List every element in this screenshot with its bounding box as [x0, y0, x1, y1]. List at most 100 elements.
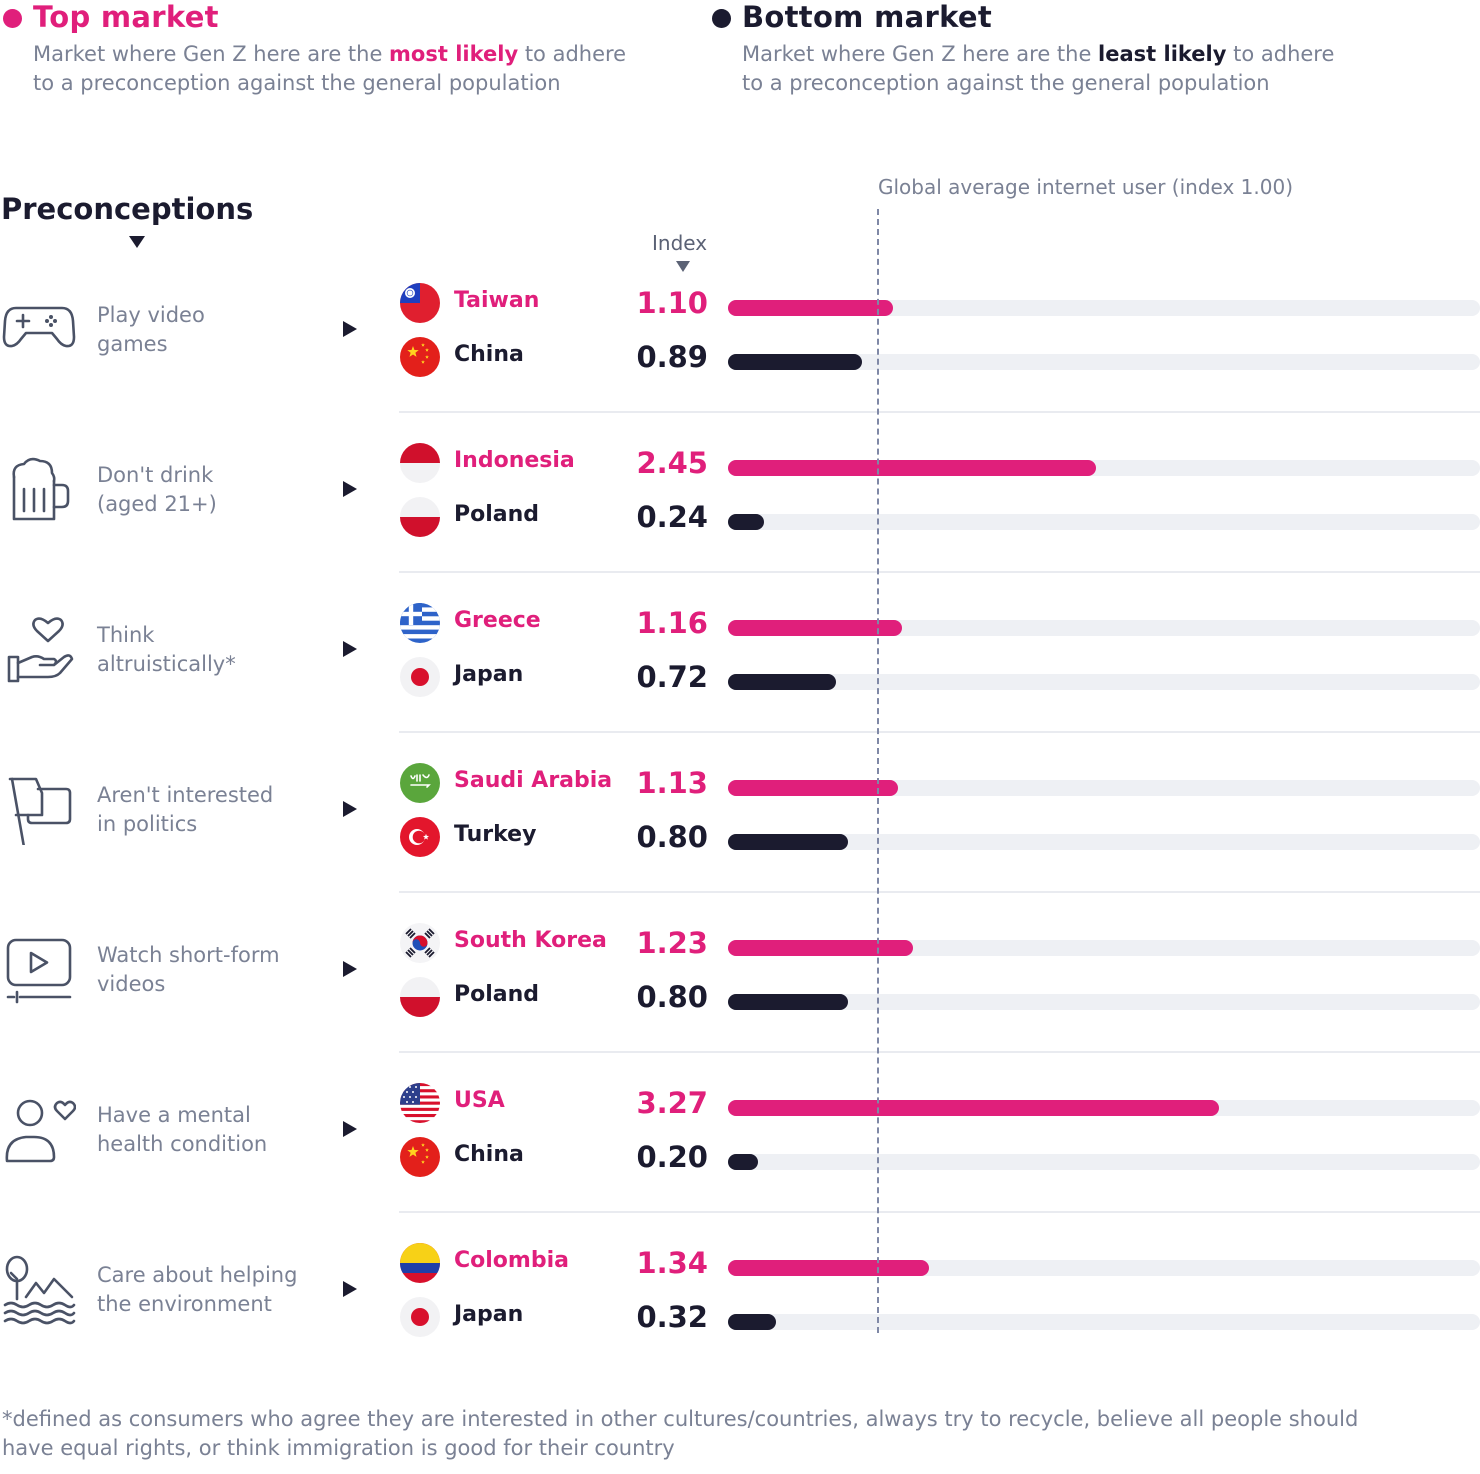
preconception-label: Watch short-form videos	[97, 941, 280, 999]
top-market-value: 3.27	[636, 1086, 708, 1120]
flag-icon	[2, 771, 76, 849]
top-market-country: Greece	[454, 608, 541, 633]
bottom-market-value: 0.80	[636, 820, 708, 854]
row-separator	[399, 1051, 1480, 1053]
taiwan-flag-icon	[400, 283, 440, 323]
row-arrow-icon	[343, 1121, 357, 1137]
preconception-label: Think altruistically*	[97, 621, 236, 679]
preconception-label-line: the environment	[97, 1292, 272, 1316]
bottom-market-bar	[728, 1314, 776, 1330]
turkey-flag-icon	[400, 817, 440, 857]
top-market-value: 1.34	[636, 1246, 708, 1280]
bottom-market-value: 0.24	[636, 500, 708, 534]
preconception-label-line: games	[97, 332, 168, 356]
bar-track	[728, 940, 1480, 956]
bar-track	[728, 674, 1480, 690]
top-market-bar	[728, 620, 902, 636]
top-market-title: Top market	[33, 0, 219, 34]
bar-track	[728, 620, 1480, 636]
bottom-market-value: 0.20	[636, 1140, 708, 1174]
bar-track	[728, 514, 1480, 530]
japan-flag-icon	[400, 657, 440, 697]
person-heart-icon	[2, 1091, 77, 1165]
bottom-market-dot	[712, 9, 731, 28]
preconception-label-line: Care about helping	[97, 1263, 298, 1287]
preconception-label: Have a mental health condition	[97, 1101, 267, 1159]
indonesia-flag-icon	[400, 443, 440, 483]
bottom-market-bar	[728, 514, 764, 530]
row-arrow-icon	[343, 961, 357, 977]
top-market-value: 1.13	[636, 766, 708, 800]
bottom-market-country: Japan	[454, 1302, 524, 1327]
row-arrow-icon	[343, 801, 357, 817]
footnote-line-1: *defined as consumers who agree they are…	[2, 1407, 1359, 1431]
bar-track	[728, 300, 1480, 316]
bottom-market-value: 0.80	[636, 980, 708, 1014]
row-separator	[399, 1211, 1480, 1213]
index-arrow-icon	[676, 261, 690, 272]
preconception-label: Don't drink (aged 21+)	[97, 461, 217, 519]
south-korea-flag-icon	[400, 923, 440, 963]
top-market-country: Taiwan	[454, 288, 540, 313]
china-flag-icon	[400, 1137, 440, 1177]
row-arrow-icon	[343, 321, 357, 337]
preconception-label-line: Have a mental	[97, 1103, 251, 1127]
bar-track	[728, 994, 1480, 1010]
preconception-label-line: Think	[97, 623, 155, 647]
top-market-country: South Korea	[454, 928, 607, 953]
top-market-country: Colombia	[454, 1248, 569, 1273]
top-market-value: 1.10	[636, 286, 708, 320]
beer-mug-icon	[2, 451, 76, 525]
footnote-line-2: have equal rights, or think immigration …	[2, 1436, 675, 1460]
section-title: Preconceptions	[1, 192, 254, 226]
top-market-bar	[728, 780, 898, 796]
bottom-market-title: Bottom market	[742, 0, 993, 34]
top-market-value: 1.23	[636, 926, 708, 960]
preconception-label-line: Don't drink	[97, 463, 214, 487]
nature-landscape-icon	[2, 1251, 76, 1325]
greece-flag-icon	[400, 603, 440, 643]
top-market-bar	[728, 460, 1096, 476]
row-arrow-icon	[343, 641, 357, 657]
bottom-market-country: Poland	[454, 982, 540, 1007]
preconception-label-line: (aged 21+)	[97, 492, 217, 516]
bottom-market-description: Market where Gen Z here are the least li…	[742, 42, 1335, 95]
top-market-value: 2.45	[636, 446, 708, 480]
preconception-label-line: health condition	[97, 1132, 268, 1156]
saudi-arabia-flag-icon	[400, 763, 440, 803]
top-market-bar	[728, 1100, 1219, 1116]
bar-track	[728, 354, 1480, 370]
row-separator	[399, 571, 1480, 573]
section-title-arrow-icon	[129, 236, 145, 248]
preconception-label: Aren't interested in politics	[97, 781, 273, 839]
preconception-label-line: videos	[97, 972, 166, 996]
row-arrow-icon	[343, 1281, 357, 1297]
bottom-market-country: China	[454, 1142, 524, 1167]
japan-flag-icon	[400, 1297, 440, 1337]
preconception-label: Play video games	[97, 301, 205, 359]
bottom-market-value: 0.32	[636, 1300, 708, 1334]
index-label: Index	[652, 231, 708, 255]
bar-track	[728, 1314, 1480, 1330]
top-market-country: Saudi Arabia	[454, 768, 613, 793]
preconception-label-line: Aren't interested	[97, 783, 274, 807]
bottom-market-country: Japan	[454, 662, 524, 687]
bar-track	[728, 1154, 1480, 1170]
preconception-label-line: Watch short-form	[97, 943, 280, 967]
gamepad-icon	[2, 291, 76, 365]
top-market-bar	[728, 940, 913, 956]
bottom-market-value: 0.72	[636, 660, 708, 694]
row-arrow-icon	[343, 481, 357, 497]
bottom-market-bar	[728, 834, 848, 850]
preconception-label-line: altruistically*	[97, 652, 236, 676]
row-separator	[399, 411, 1480, 413]
colombia-flag-icon	[400, 1243, 440, 1283]
top-market-country: Indonesia	[454, 448, 575, 473]
preconception-label-line: Play video	[97, 303, 205, 327]
footnote: *defined as consumers who agree they are…	[2, 1405, 1472, 1463]
poland-flag-icon	[400, 497, 440, 537]
top-market-description: Market where Gen Z here are the most lik…	[33, 42, 627, 95]
preconception-label: Care about helping the environment	[97, 1261, 297, 1319]
reference-line	[877, 209, 879, 1333]
top-market-value: 1.16	[636, 606, 708, 640]
